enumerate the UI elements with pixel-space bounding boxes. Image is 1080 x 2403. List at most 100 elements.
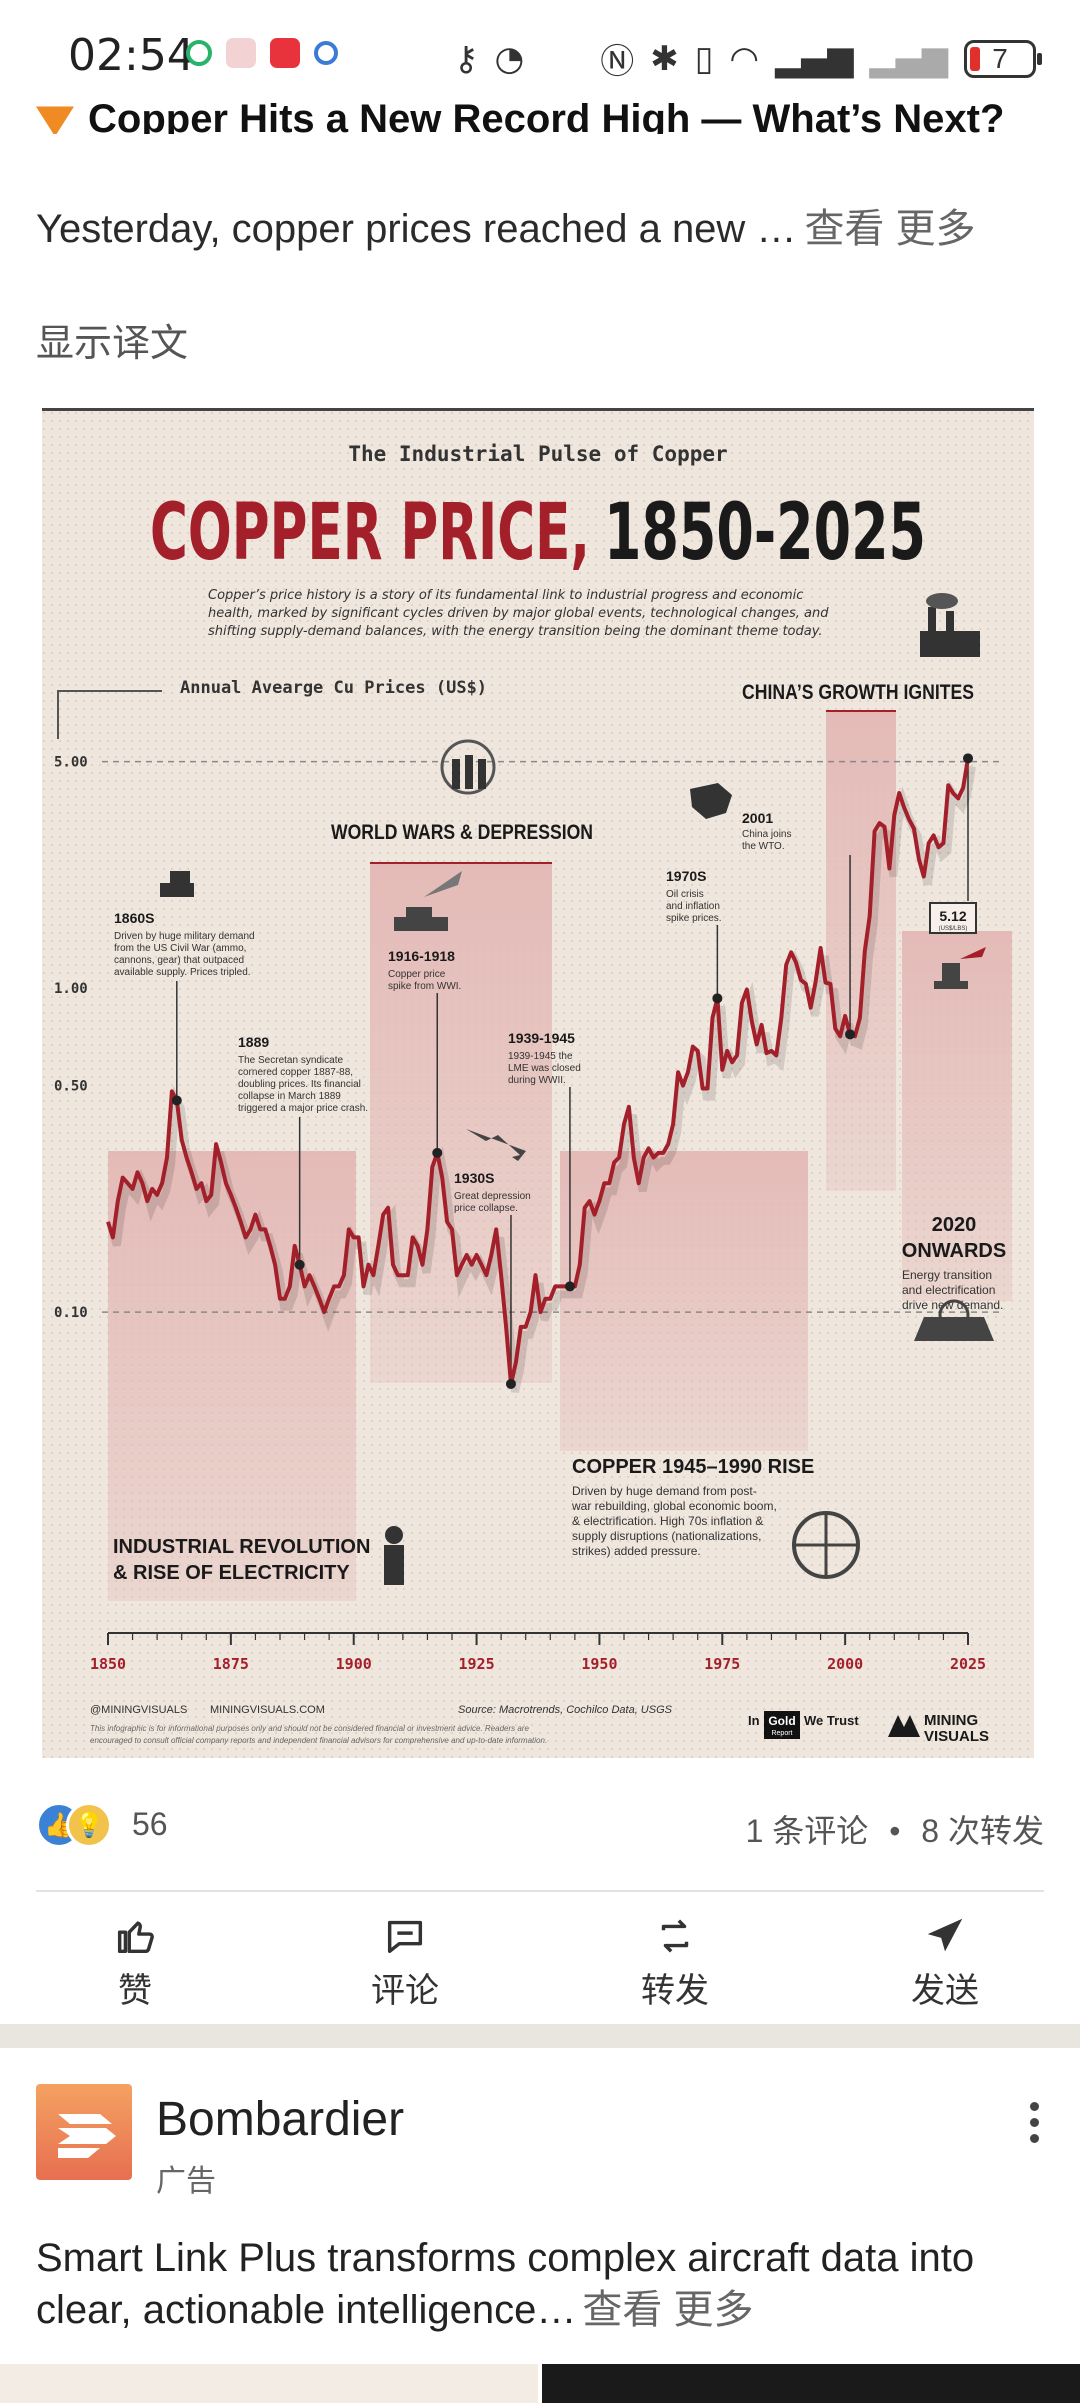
signal-icon: ▂▄▆ [775, 38, 854, 79]
value-label-unit: (US$/LBS) [939, 926, 968, 932]
event-leader-lines [176, 758, 969, 1384]
event-text: cornered copper 1887-88, [238, 1067, 353, 1078]
y-axis-ticks: 5.00 1.00 0.50 0.10 [54, 755, 88, 1321]
era-band-china [826, 711, 896, 1191]
ad-text[interactable]: Smart Link Plus transforms complex aircr… [36, 2232, 1046, 2336]
event-title: 2001 [742, 810, 773, 826]
ad-label: 广告 [156, 2165, 216, 2198]
stats-separator: • [889, 1813, 901, 1849]
era-label-china: CHINA’S GROWTH IGNITES [742, 681, 974, 704]
like-icon [117, 1920, 154, 1953]
x-tick-label: 1850 [90, 1655, 126, 1673]
battery-indicator: 7 [964, 39, 1042, 78]
post-image[interactable]: The Industrial Pulse of Copper COPPER PR… [42, 408, 1034, 1758]
ad-image-right[interactable] [542, 2364, 1080, 2403]
era-label-2020-2: ONWARDS [902, 1240, 1006, 1262]
sync-icon [186, 40, 212, 66]
footer-disclaimer-2: encouraged to consult official company r… [90, 1736, 547, 1745]
event-markers [171, 753, 973, 1389]
comment-label: 评论 [371, 1971, 439, 2010]
era-rise-line-3: & electrification. High 70s inflation & [572, 1514, 763, 1528]
nfc-icon: Ⓝ [600, 42, 635, 82]
signal-icon-2: ▂▄▆ [869, 38, 948, 79]
vibrate-icon: ▯ [694, 38, 714, 79]
advertiser-name[interactable]: Bombardier [156, 2093, 405, 2146]
like-label: 赞 [118, 1971, 152, 2010]
advertiser-logo[interactable] [36, 2084, 132, 2180]
price-line [106, 757, 970, 1386]
event-marker [845, 1029, 856, 1040]
era-label-rise: COPPER 1945–1990 RISE [572, 1456, 814, 1478]
ad-see-more-link[interactable]: 查看 更多 [582, 2288, 754, 2332]
comment-repost-stats[interactable]: 1 条评论 • 8 次转发 [746, 1806, 1044, 1852]
axis-title-bracket [57, 690, 162, 739]
mv-logo-mining: MINING [924, 1712, 978, 1729]
speed-icon: ◔ [494, 38, 525, 79]
event-text: Driven by huge military demand [114, 931, 255, 942]
reposts-count[interactable]: 8 次转发 [921, 1813, 1044, 1849]
repost-button[interactable]: 转发 [540, 1904, 810, 2020]
send-button[interactable]: 发送 [810, 1904, 1080, 2020]
post-title-text: Copper Hits a New Record High — What’s N… [88, 97, 1005, 134]
era-band-industrial [108, 1151, 356, 1601]
see-more-link[interactable]: 查看 更多 [804, 207, 976, 251]
event-text: doubling prices. Its financial [238, 1079, 361, 1090]
send-label: 发送 [911, 1971, 979, 2010]
reaction-count[interactable]: 56 [132, 1806, 168, 1842]
event-1916-1918: 1916-1918 Copper price spike from WWI. [388, 948, 461, 992]
event-text: cannons, gear) that outpaced [114, 955, 244, 966]
event-text: Oil crisis [666, 889, 704, 900]
ad-image-left[interactable] [0, 2364, 538, 2403]
event-text: spike prices. [666, 913, 722, 924]
bombardier-logo-icon [58, 2114, 116, 2158]
event-title: 1930S [454, 1170, 494, 1186]
globe-icon [792, 1511, 860, 1579]
downtrend-icon [466, 1129, 526, 1161]
x-tick-label: 2000 [827, 1655, 863, 1673]
gridlines [102, 760, 1002, 1313]
intro-line-1: Copper’s price history is a story of its… [208, 588, 803, 603]
event-title: 1939-1945 [508, 1030, 575, 1046]
x-tick-label: 1925 [459, 1655, 495, 1673]
gold-logo-box [764, 1711, 800, 1739]
gold-logo-report: Report [771, 1730, 792, 1737]
event-marker [294, 1259, 305, 1270]
status-bar: 02:54 ⚷ ◔ Ⓝ ✱ ▯ ◠ ▂▄▆ ▂▄▆ 7 [0, 0, 1080, 110]
reactions-bar: 👍 💡 56 1 条评论 • 8 次转发 [36, 1800, 1044, 1850]
era-rise-line-1: Driven by huge demand from post- [572, 1484, 757, 1498]
x-tick-label: 2025 [950, 1655, 986, 1673]
event-marker [171, 1095, 182, 1106]
comment-button[interactable]: 评论 [270, 1904, 540, 2020]
like-button[interactable]: 赞 [0, 1904, 270, 2020]
event-text: from the US Civil War (ammo, [114, 943, 246, 954]
y-tick-label: 0.10 [54, 1305, 88, 1321]
era-rise-line-2: war rebuilding, global economic boom, [571, 1499, 777, 1513]
post-body[interactable]: Yesterday, copper prices reached a new …… [36, 196, 976, 254]
reaction-icons[interactable]: 👍 💡 [36, 1802, 120, 1848]
post-title[interactable]: Copper Hits a New Record High — What’s N… [36, 92, 1046, 134]
repost-label: 转发 [641, 1971, 709, 2010]
insightful-reaction-icon: 💡 [66, 1802, 112, 1848]
value-label: 5.12 [939, 908, 966, 924]
gold-report-logo: In Gold Report We Trust [748, 1711, 859, 1739]
era-band-2020 [902, 931, 1012, 1301]
search-icon [314, 41, 338, 65]
era-label-2020-1: 2020 [932, 1214, 977, 1236]
comment-icon [387, 1920, 423, 1953]
app-icon [226, 38, 256, 68]
china-map-icon [690, 783, 732, 819]
comments-count[interactable]: 1 条评论 [745, 1813, 869, 1849]
more-options-icon[interactable] [1024, 2098, 1044, 2148]
gold-logo-trust: We Trust [804, 1713, 859, 1728]
event-marker [712, 993, 723, 1004]
value-box [929, 902, 977, 934]
event-text: available supply. Prices tripled. [114, 967, 251, 978]
era-2020-line-2: and electrification [902, 1283, 995, 1297]
gold-logo-gold: Gold [768, 1714, 795, 1728]
ad-body: Smart Link Plus transforms complex aircr… [36, 2236, 975, 2332]
y-tick-label: 5.00 [54, 755, 88, 771]
event-1939-1945: 1939-1945 1939-1945 the LME was closed d… [508, 1030, 581, 1086]
infographic-kicker: The Industrial Pulse of Copper [348, 442, 727, 466]
show-translation-link[interactable]: 显示译文 [36, 323, 189, 365]
tank-icon [394, 871, 462, 931]
